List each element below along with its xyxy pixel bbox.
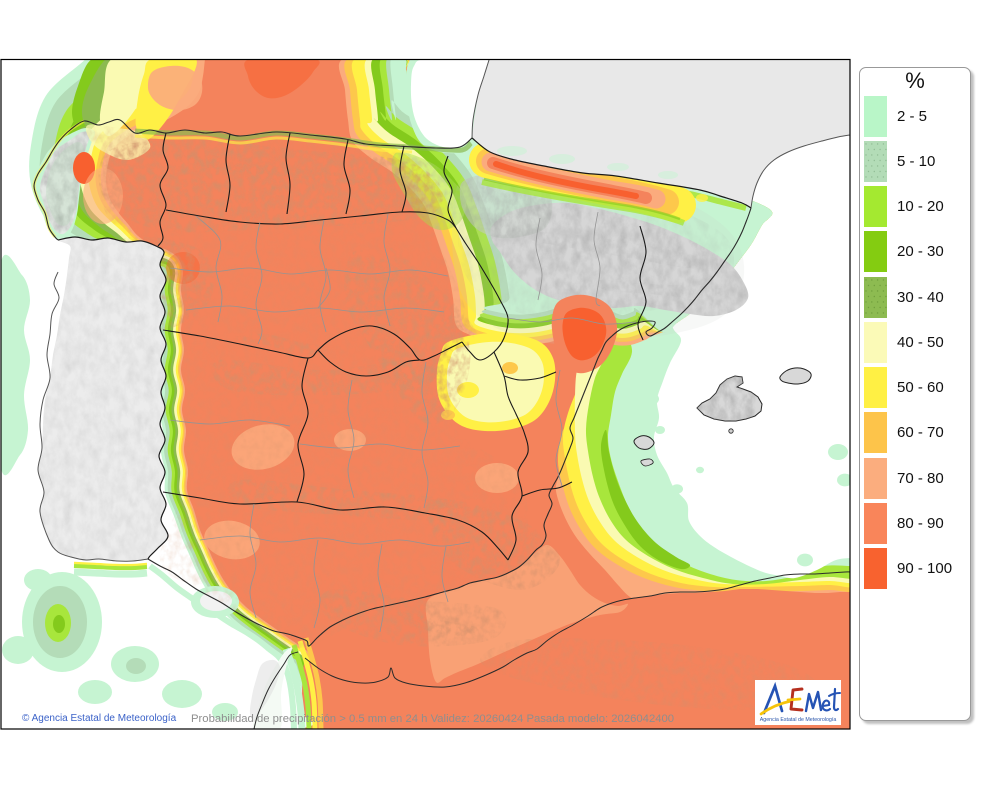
- svg-text:Agencia Estatal de Meteorologí: Agencia Estatal de Meteorología: [760, 717, 837, 723]
